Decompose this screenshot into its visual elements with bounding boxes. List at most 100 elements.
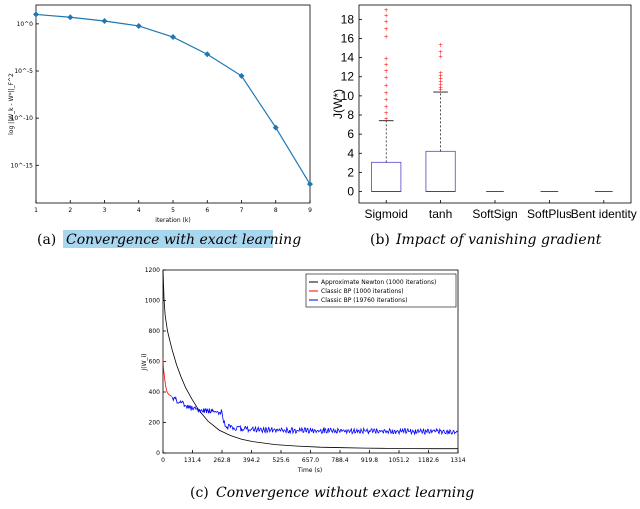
panel-a-x-tick-label: 3 bbox=[103, 207, 107, 214]
panel-c-y-tick-label: 1000 bbox=[145, 298, 160, 305]
panel-a-y-axis-label: log ||W_k - W*||_F^2 bbox=[8, 73, 15, 135]
panel-c-x-tick-label: 657.0 bbox=[302, 457, 319, 464]
panel-a-data-point bbox=[204, 51, 211, 58]
panel-b-outlier: + bbox=[438, 79, 443, 86]
panel-c-y-tick-label: 200 bbox=[149, 420, 161, 427]
panel-a-data-point bbox=[33, 11, 39, 18]
panel-b-outlier: + bbox=[384, 82, 389, 89]
panel-c-series-line bbox=[171, 396, 459, 436]
panel-b-outlier: + bbox=[384, 110, 389, 117]
panel-b-y-axis-label: J(W*) bbox=[331, 89, 345, 119]
panel-b-category-label: SoftPlus bbox=[527, 207, 572, 221]
panel-c-legend-label: Approximate Newton (1000 iterations) bbox=[321, 279, 436, 286]
panel-c-x-tick-label: 262.8 bbox=[213, 457, 230, 464]
panel-b-outlier: + bbox=[438, 73, 443, 80]
panel-c-x-tick-label: 394.2 bbox=[243, 457, 260, 464]
panel-a-x-axis-label: iteration (k) bbox=[155, 217, 190, 224]
panel-c-legend-label: Classic BP (1000 iterations) bbox=[321, 288, 404, 295]
caption-a-text: Convergence with exact learning bbox=[66, 232, 301, 248]
panel-c-legend-label: Classic BP (19760 iterations) bbox=[321, 297, 407, 304]
caption-c: (c) Convergence without exact learning bbox=[190, 485, 474, 501]
panel-b-outlier: + bbox=[384, 56, 389, 63]
caption-b-tag: (b) bbox=[370, 232, 390, 248]
panel-c-x-tick-label: 0 bbox=[161, 457, 165, 464]
panel-b-outlier: + bbox=[384, 116, 389, 123]
panel-c-series-line bbox=[162, 358, 173, 397]
panel-c-x-tick-label: 788.4 bbox=[331, 457, 348, 464]
panel-c-legend: Approximate Newton (1000 iterations) Clas… bbox=[305, 273, 457, 308]
panel-b-outlier: + bbox=[384, 26, 389, 33]
panel-b-outlier: + bbox=[438, 81, 443, 88]
panel-b: 0 2 4 6 8 10 12 14 16 18 Sigmoid tanh SoftSign SoftP… bbox=[331, 4, 637, 221]
panel-a-data-point bbox=[67, 14, 74, 21]
caption-a-tag: (a) bbox=[37, 232, 56, 248]
caption-b-text: Impact of vanishing gradient bbox=[395, 232, 602, 248]
panel-a-data-point bbox=[272, 124, 279, 131]
panel-b-outlier: + bbox=[384, 103, 389, 110]
panel-b-y-tick-label: 4 bbox=[347, 146, 354, 160]
panel-b-frame bbox=[358, 4, 632, 204]
panel-c-x-axis-label: Time (s) bbox=[297, 467, 322, 474]
panel-a-x-tick-label: 7 bbox=[240, 207, 244, 214]
caption-c-tag: (c) bbox=[190, 485, 209, 501]
panel-c: 0 200 400 600 800 1000 1200 0 131.4 262.8 394.2 52… bbox=[141, 267, 466, 474]
panel-a-y-tick-label: 10^-10 bbox=[11, 115, 34, 122]
panel-a-x-tick-label: 4 bbox=[137, 207, 141, 214]
panel-b-outlier: + bbox=[384, 61, 389, 68]
panel-b-outlier: + bbox=[438, 87, 443, 94]
panel-c-y-tick-label: 1200 bbox=[145, 267, 160, 274]
panel-c-y-tick-label: 0 bbox=[156, 450, 160, 457]
caption-a: (a) Convergence with exact learning bbox=[37, 230, 301, 248]
panel-a-y-tick-label: 10^-5 bbox=[14, 68, 33, 75]
panel-b-outlier: + bbox=[438, 84, 443, 91]
panel-b-category-label: Sigmoid bbox=[365, 207, 408, 221]
panel-c-y-tick-label: 800 bbox=[149, 328, 161, 335]
panel-b-outlier: + bbox=[384, 97, 389, 104]
caption-a-highlight bbox=[63, 230, 273, 248]
panel-b-y-tick-label: 6 bbox=[347, 127, 354, 141]
panel-a-data-point bbox=[238, 72, 245, 79]
panel-a-x-tick-label: 6 bbox=[205, 207, 209, 214]
panel-c-x-tick-label: 131.4 bbox=[184, 457, 201, 464]
panel-b-outlier: + bbox=[384, 13, 389, 20]
panel-a-data-point bbox=[101, 18, 108, 25]
panel-c-y-tick-label: 600 bbox=[149, 359, 161, 366]
panel-a-x-tick-label: 8 bbox=[274, 207, 278, 214]
panel-b-outlier: + bbox=[384, 18, 389, 25]
panel-b-outlier: + bbox=[438, 49, 443, 56]
panel-b-y-tick-label: 8 bbox=[347, 108, 354, 122]
panel-a-data-point bbox=[135, 22, 142, 29]
panel-a-data-point bbox=[170, 34, 176, 41]
panel-b-y-tick-label: 18 bbox=[341, 12, 355, 26]
panel-a-x-tick-label: 9 bbox=[308, 207, 312, 214]
caption-b: (b) Impact of vanishing gradient bbox=[370, 232, 602, 248]
panel-c-y-tick-label: 400 bbox=[149, 389, 161, 396]
panel-b-y-tick-label: 16 bbox=[341, 31, 355, 45]
panel-c-x-tick-label: 1314 bbox=[450, 457, 465, 464]
panel-b-category-label: tanh bbox=[429, 207, 452, 221]
panel-b-y-tick-label: 0 bbox=[347, 185, 354, 199]
panel-b-box bbox=[371, 161, 402, 192]
panel-a-y-tick-label: 10^0 bbox=[17, 21, 34, 28]
panel-b-outlier: + bbox=[384, 75, 389, 82]
panel-c-x-tick-label: 525.6 bbox=[272, 457, 289, 464]
panel-b-outlier: + bbox=[438, 70, 443, 77]
panel-b-outlier: + bbox=[384, 68, 389, 75]
panel-b-outlier: + bbox=[384, 34, 389, 41]
panel-a-x-tick-label: 1 bbox=[34, 207, 38, 214]
panel-b-outlier: + bbox=[384, 7, 389, 14]
panel-c-series-line bbox=[162, 269, 458, 450]
panel-b-outlier: + bbox=[438, 42, 443, 49]
panel-a-x-tick-label: 2 bbox=[68, 207, 72, 214]
panel-b-outlier: + bbox=[438, 54, 443, 61]
panel-b-y-tick-label: 12 bbox=[341, 70, 355, 84]
panel-b-category-label: SoftSign bbox=[472, 207, 517, 221]
panel-a: 10^0 10^-5 10^-10 10^-15 1 2 3 4 5 6 7 8 9 log ||W_… bbox=[8, 4, 313, 224]
panel-c-x-tick-label: 919.8 bbox=[361, 457, 378, 464]
panel-a-data-point bbox=[307, 181, 313, 188]
caption-c-text: Convergence without exact learning bbox=[216, 485, 474, 501]
panel-c-legend-box bbox=[305, 273, 457, 308]
panel-b-y-tick-label: 2 bbox=[347, 165, 354, 179]
panel-c-x-tick-label: 1182.6 bbox=[418, 457, 439, 464]
